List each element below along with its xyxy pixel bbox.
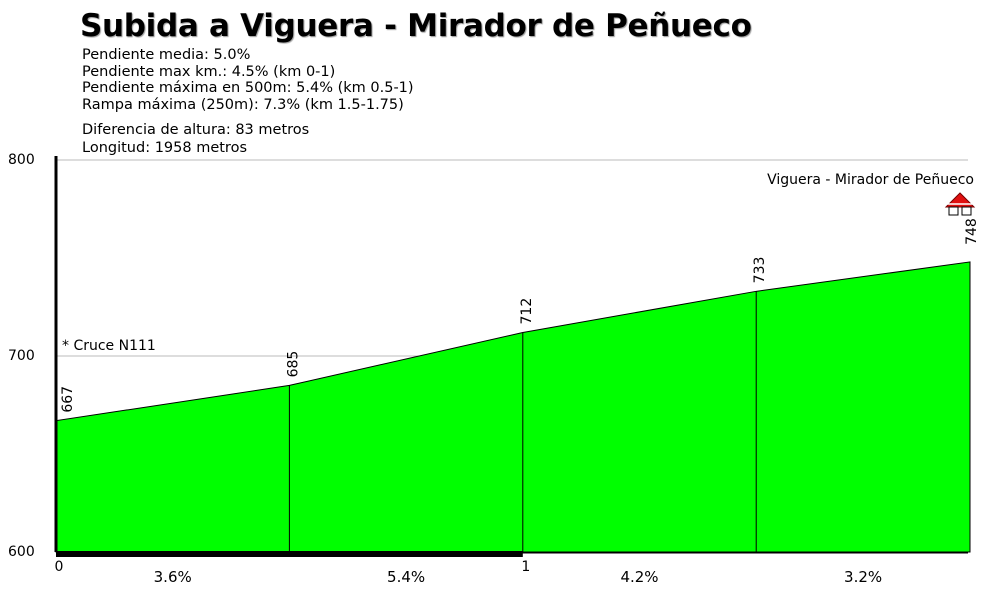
page-title: Subida a Viguera - Mirador de Peñueco: [80, 8, 752, 44]
x-tick-label: 0: [55, 559, 64, 575]
stat-max-km-grade: Pendiente max km.: 4.5% (km 0-1): [82, 63, 336, 80]
elevation-label: 685: [285, 351, 301, 378]
x-tick-label: 1: [521, 559, 530, 575]
annotation-summit: Viguera - Mirador de Peñueco: [767, 172, 974, 188]
segment-grade-label: 5.4%: [387, 568, 425, 586]
y-tick-label: 700: [8, 348, 35, 364]
elevation-label: 748: [964, 218, 980, 245]
profile-area: [55, 261, 971, 553]
stat-average-grade: Pendiente media: 5.0%: [82, 47, 251, 63]
stat-height-difference: Diferencia de altura: 83 metros: [82, 122, 310, 138]
y-tick-label: 800: [8, 152, 35, 168]
stat-max-ramp: Rampa máxima (250m): 7.3% (km 1.5-1.75): [82, 96, 404, 113]
stat-length: Longitud: 1958 metros: [82, 140, 248, 156]
elevation-label: 733: [752, 257, 768, 284]
summit-house-icon: [944, 192, 976, 216]
summit-wall-right: [961, 206, 972, 216]
segment-grade-label: 3.6%: [154, 568, 192, 586]
axis-layer: [54, 156, 968, 557]
segment-grade-label: 3.2%: [844, 568, 882, 586]
summit-roof: [944, 192, 976, 208]
elevation-label: 712: [519, 298, 535, 325]
stats-block: Pendiente media: 5.0% Pendiente max km.:…: [82, 47, 414, 113]
annotation-junction: * Cruce N111: [62, 338, 156, 354]
summit-wall-left: [948, 206, 959, 216]
stats-block-2: Diferencia de altura: 83 metros Longitud…: [82, 121, 309, 157]
elevation-label: 667: [60, 386, 76, 413]
y-tick-label: 600: [8, 544, 35, 560]
segment-grade-label: 4.2%: [620, 568, 658, 586]
area-layer: [55, 261, 971, 553]
stat-max-500m-grade: Pendiente máxima en 500m: 5.4% (km 0.5-1…: [82, 80, 414, 96]
label-layer: 600 700 800 0 1 3.6% 5.4% 4.2% 3.2% 667 685 712 733 7…: [8, 152, 980, 586]
